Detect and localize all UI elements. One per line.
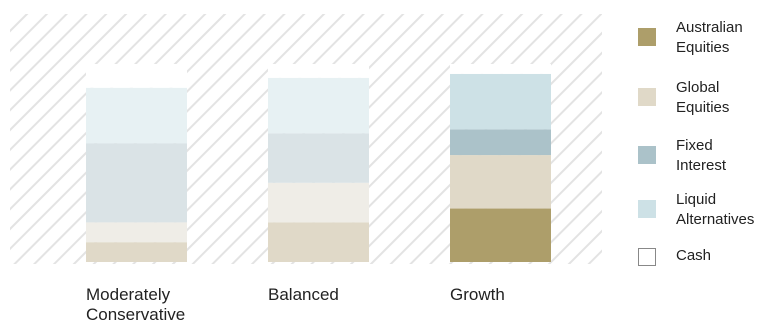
category-label: Balanced: [268, 285, 339, 304]
bar-segment: [268, 222, 369, 262]
bar-segment: [86, 87, 187, 144]
bar-segment: [450, 64, 551, 74]
legend-swatch: [638, 248, 656, 266]
category-label: Growth: [450, 285, 505, 304]
bar-segment: [86, 64, 187, 88]
bar-segment: [450, 129, 551, 156]
legend-label: Cash: [676, 247, 712, 264]
bar-stack: [86, 64, 187, 262]
legend-label: Australian Equities: [676, 19, 743, 56]
bar-segment: [86, 143, 187, 223]
legend-swatch: [638, 88, 656, 106]
legend-swatch: [638, 28, 656, 46]
category-label: Moderately: [86, 285, 171, 304]
legend-swatch: [638, 200, 656, 218]
legend-label: Global Equities: [676, 79, 730, 116]
bar-stack: [268, 64, 369, 262]
bar-segment: [450, 73, 551, 130]
bar-stack: [450, 64, 551, 262]
bar-segment: [268, 133, 369, 183]
category-label: Conservative: [86, 305, 185, 322]
bar-segment: [268, 182, 369, 223]
bar-segment: [86, 222, 187, 243]
bar-segment: [450, 155, 551, 209]
bar-segment: [450, 208, 551, 262]
legend-swatch: [638, 146, 656, 164]
legend-label: Fixed Interest: [676, 137, 727, 174]
bar-segment: [86, 242, 187, 262]
legend-label: Liquid Alternatives: [676, 191, 755, 228]
bar-segment: [268, 64, 369, 78]
bar-segment: [268, 77, 369, 134]
bar-stacks: [86, 64, 551, 262]
